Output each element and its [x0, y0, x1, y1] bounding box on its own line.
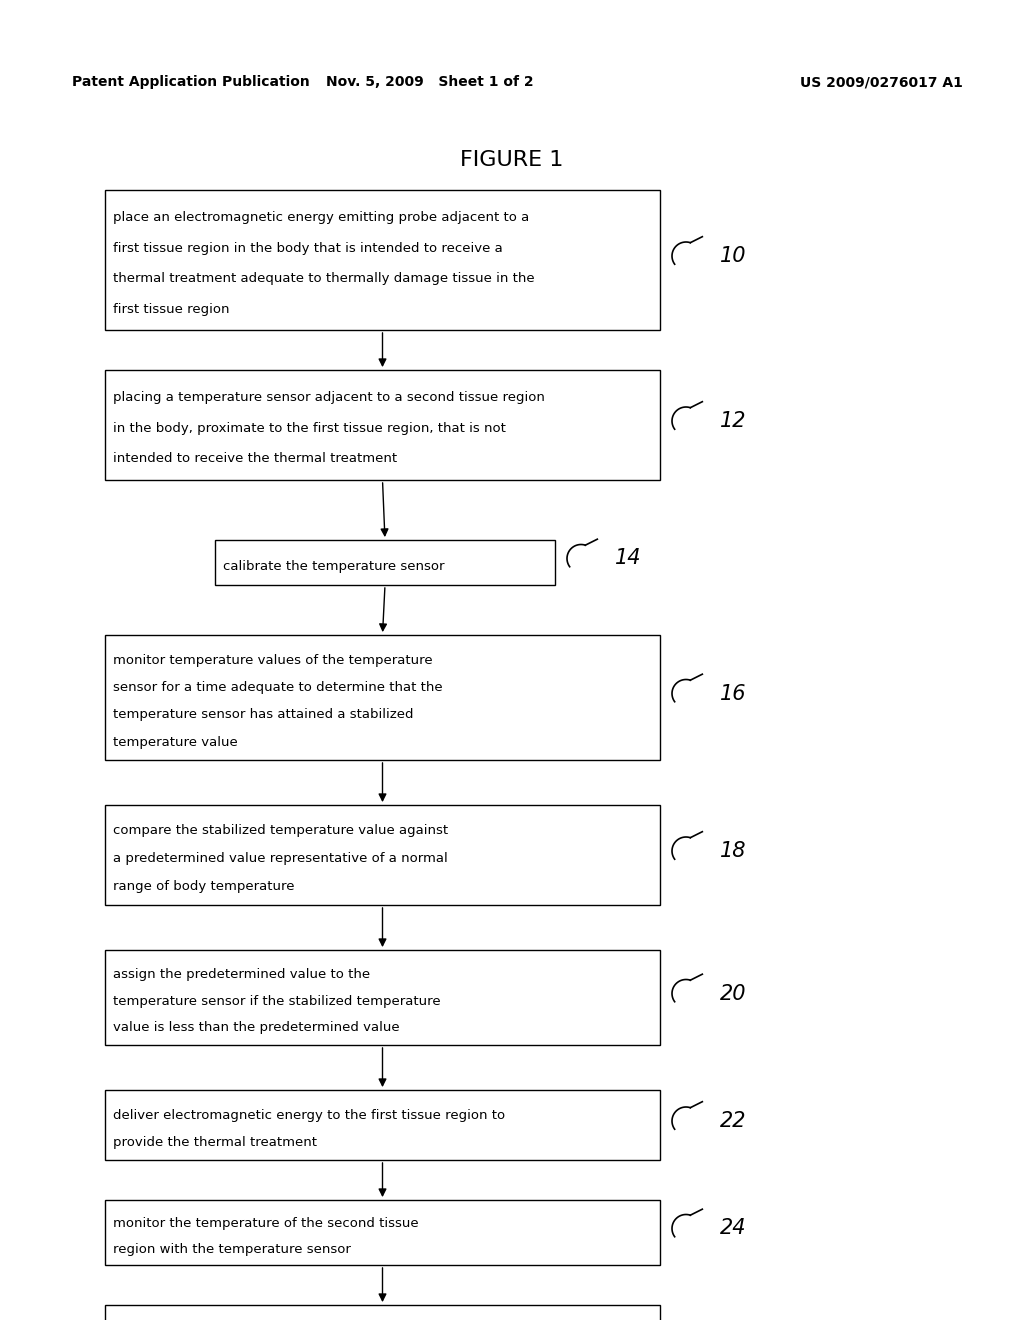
Bar	[105, 1305, 660, 1320]
Text: temperature value: temperature value	[113, 735, 238, 748]
Text: assign the predetermined value to the: assign the predetermined value to the	[113, 969, 370, 982]
Text: 20: 20	[720, 983, 746, 1003]
Text: US 2009/0276017 A1: US 2009/0276017 A1	[800, 75, 963, 88]
Text: monitor the temperature of the second tissue: monitor the temperature of the second ti…	[113, 1217, 419, 1230]
Text: 14: 14	[615, 549, 641, 569]
Text: 24: 24	[720, 1218, 746, 1238]
Text: 18: 18	[720, 841, 746, 861]
Text: region with the temperature sensor: region with the temperature sensor	[113, 1242, 351, 1255]
Text: FIGURE 1: FIGURE 1	[461, 150, 563, 170]
Text: provide the thermal treatment: provide the thermal treatment	[113, 1135, 317, 1148]
Text: temperature sensor has attained a stabilized: temperature sensor has attained a stabil…	[113, 709, 414, 721]
Text: sensor for a time adequate to determine that the: sensor for a time adequate to determine …	[113, 681, 442, 694]
Text: intended to receive the thermal treatment: intended to receive the thermal treatmen…	[113, 453, 397, 466]
Text: monitor temperature values of the temperature: monitor temperature values of the temper…	[113, 653, 432, 667]
Bar	[105, 190, 660, 330]
Bar	[105, 1200, 660, 1265]
Text: temperature sensor if the stabilized temperature: temperature sensor if the stabilized tem…	[113, 995, 440, 1008]
Text: placing a temperature sensor adjacent to a second tissue region: placing a temperature sensor adjacent to…	[113, 392, 545, 404]
Text: compare the stabilized temperature value against: compare the stabilized temperature value…	[113, 825, 449, 837]
Text: first tissue region: first tissue region	[113, 302, 229, 315]
Text: value is less than the predetermined value: value is less than the predetermined val…	[113, 1022, 399, 1035]
Bar	[105, 950, 660, 1045]
Bar	[105, 1090, 660, 1160]
Text: deliver electromagnetic energy to the first tissue region to: deliver electromagnetic energy to the fi…	[113, 1109, 505, 1122]
Text: 16: 16	[720, 684, 746, 704]
Text: 22: 22	[720, 1111, 746, 1131]
Text: thermal treatment adequate to thermally damage tissue in the: thermal treatment adequate to thermally …	[113, 272, 535, 285]
Bar	[105, 805, 660, 906]
Text: a predetermined value representative of a normal: a predetermined value representative of …	[113, 853, 447, 865]
Bar	[105, 635, 660, 760]
Bar	[215, 540, 555, 585]
Text: calibrate the temperature sensor: calibrate the temperature sensor	[223, 560, 444, 573]
Text: 12: 12	[720, 411, 746, 432]
Text: Patent Application Publication: Patent Application Publication	[72, 75, 309, 88]
Text: first tissue region in the body that is intended to receive a: first tissue region in the body that is …	[113, 242, 503, 255]
Text: place an electromagnetic energy emitting probe adjacent to a: place an electromagnetic energy emitting…	[113, 211, 529, 224]
Text: range of body temperature: range of body temperature	[113, 880, 295, 894]
Bar	[105, 370, 660, 480]
Text: Nov. 5, 2009   Sheet 1 of 2: Nov. 5, 2009 Sheet 1 of 2	[327, 75, 534, 88]
Text: in the body, proximate to the first tissue region, that is not: in the body, proximate to the first tiss…	[113, 422, 506, 436]
Text: 10: 10	[720, 246, 746, 267]
